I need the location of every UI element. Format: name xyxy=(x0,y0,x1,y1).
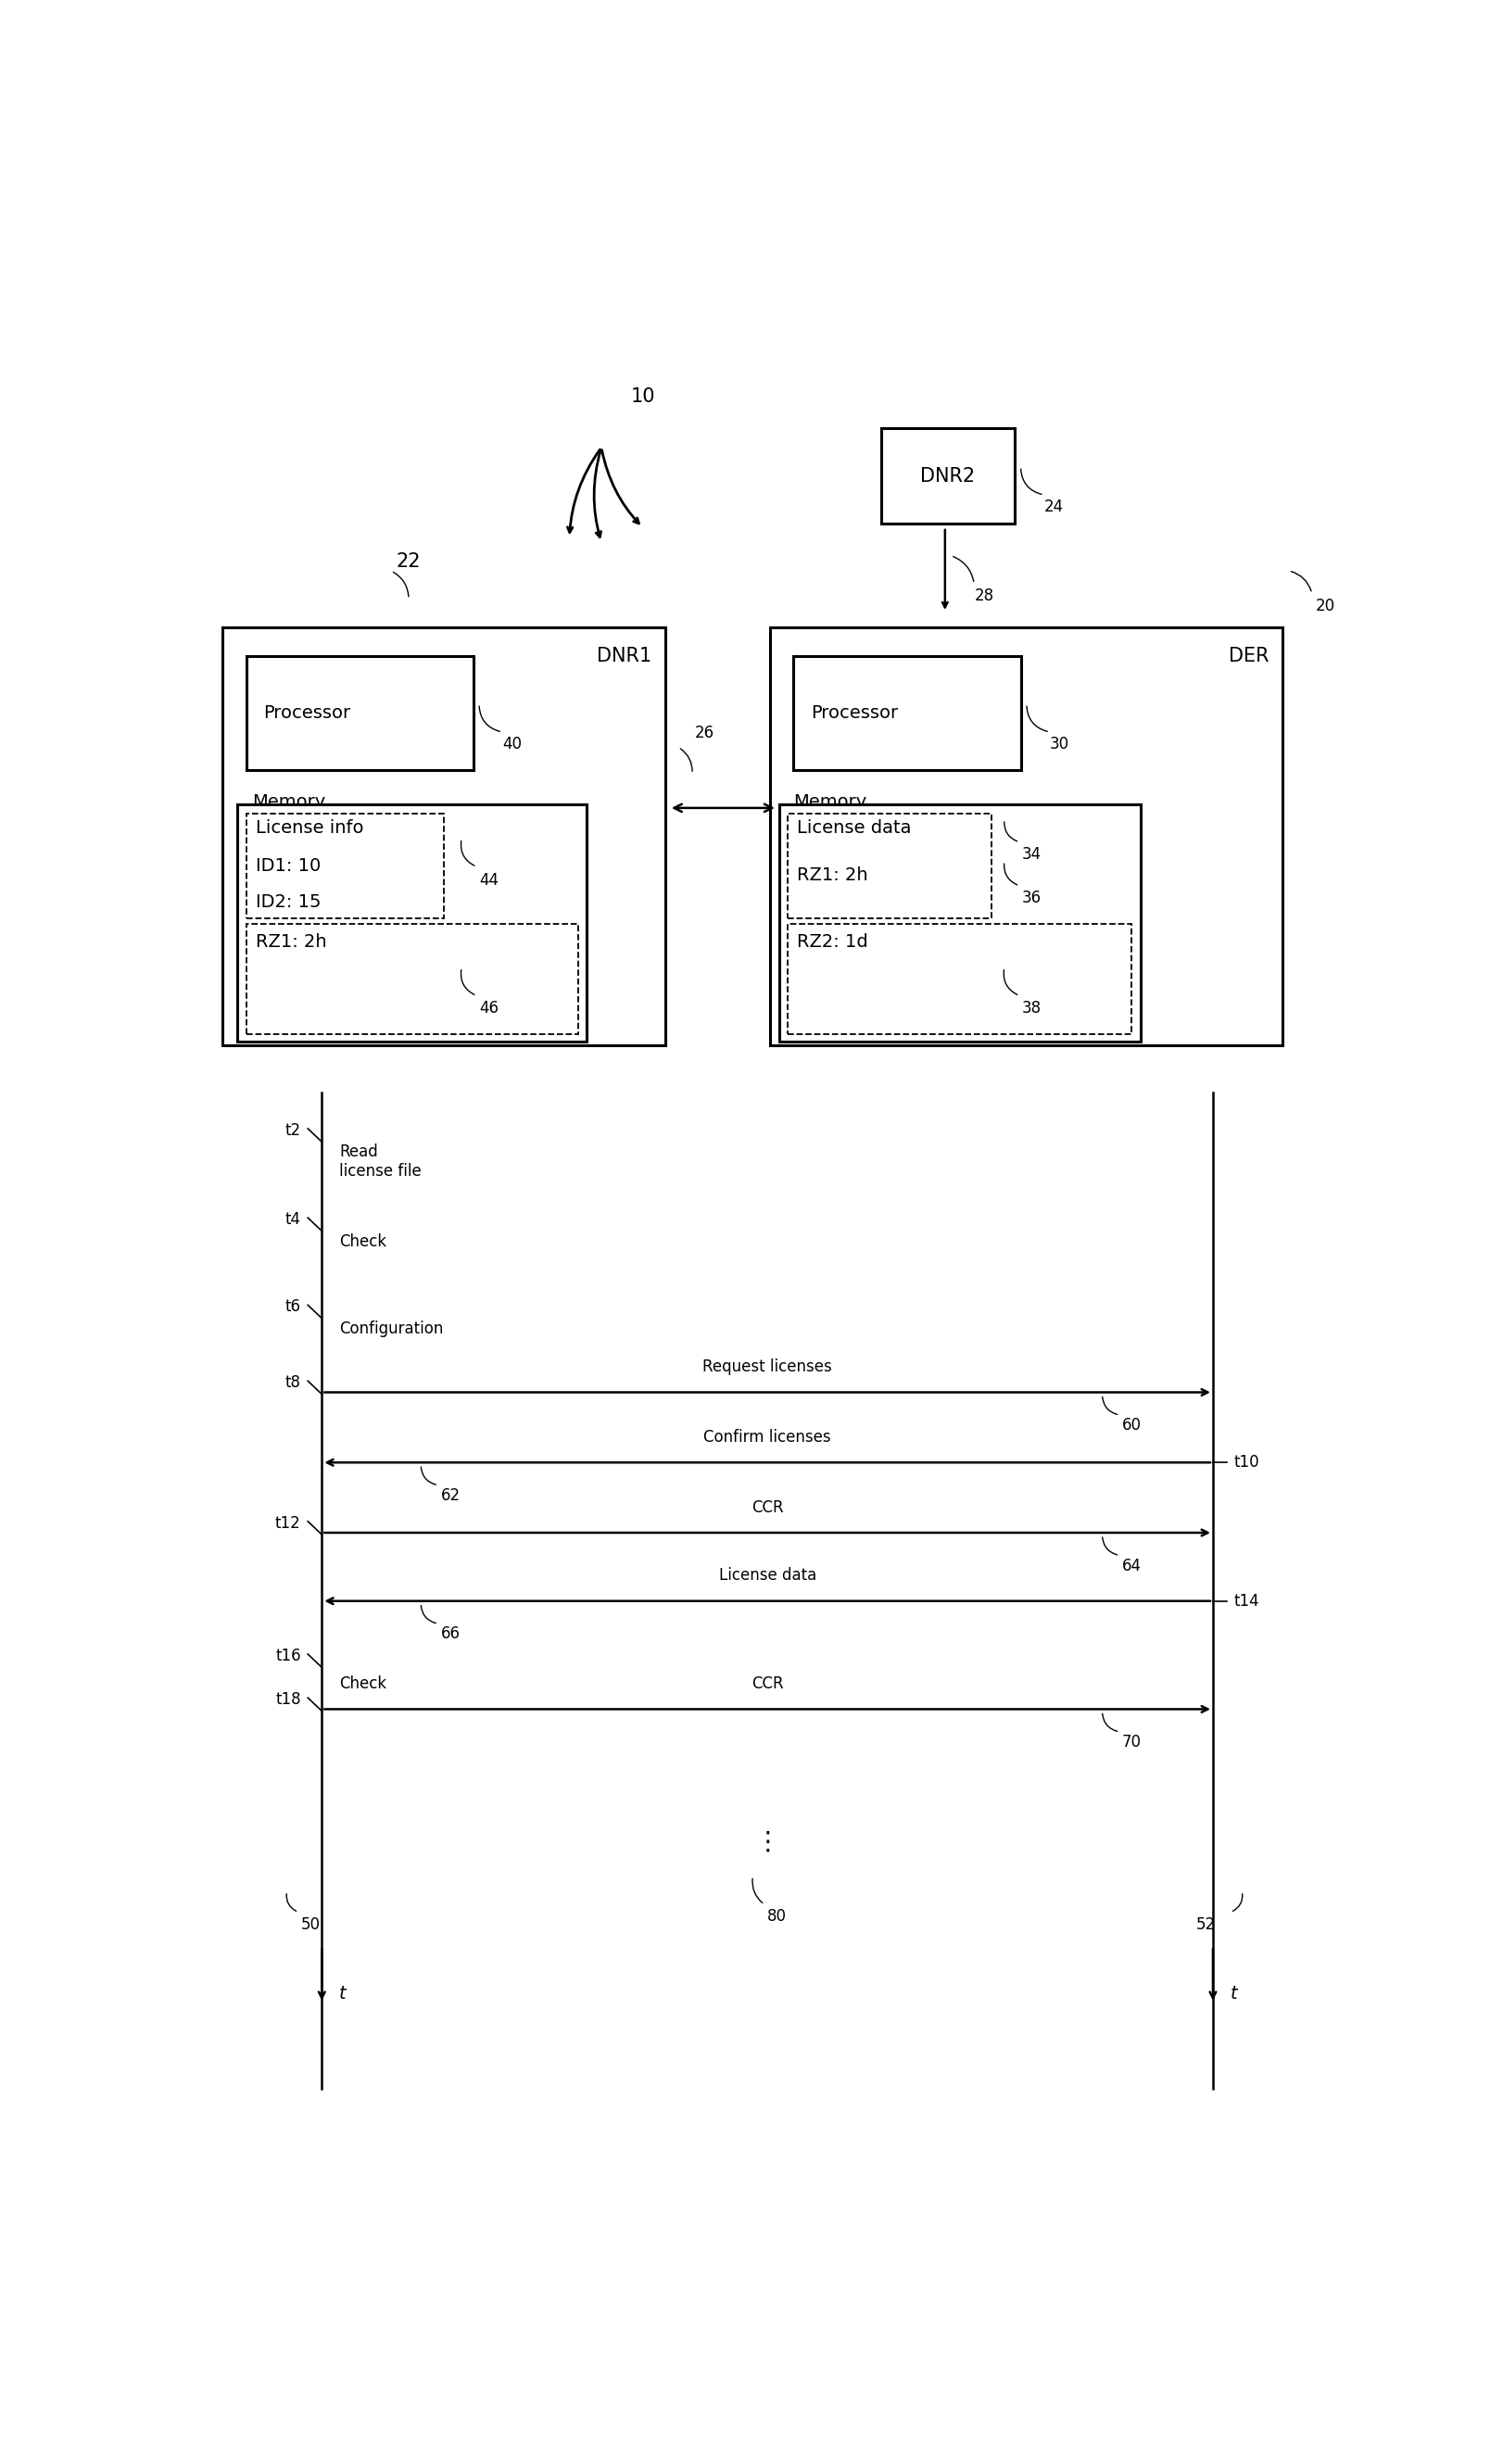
Text: t14: t14 xyxy=(1234,1592,1260,1609)
Text: 34: 34 xyxy=(1022,845,1042,862)
Text: 62: 62 xyxy=(440,1488,460,1503)
Text: Configuration: Configuration xyxy=(340,1321,443,1338)
Bar xyxy=(788,813,992,919)
Text: 50: 50 xyxy=(301,1917,320,1932)
Text: t: t xyxy=(340,1986,346,2003)
Text: License data: License data xyxy=(718,1567,816,1584)
Text: t6: t6 xyxy=(286,1299,301,1316)
Text: t: t xyxy=(1231,1986,1237,2003)
Text: t18: t18 xyxy=(275,1690,301,1708)
Text: 32: 32 xyxy=(1073,850,1093,867)
Text: Request licenses: Request licenses xyxy=(702,1358,833,1375)
Bar xyxy=(770,628,1284,1045)
Text: 10: 10 xyxy=(631,387,655,407)
Bar xyxy=(246,655,473,769)
Text: t8: t8 xyxy=(286,1375,301,1392)
Bar xyxy=(794,655,1021,769)
Text: 80: 80 xyxy=(767,1907,786,1924)
Text: Read
license file: Read license file xyxy=(340,1143,421,1180)
Bar xyxy=(237,803,586,1042)
Text: 70: 70 xyxy=(1123,1735,1141,1749)
Text: t12: t12 xyxy=(275,1515,301,1533)
Bar xyxy=(222,628,666,1045)
Text: 20: 20 xyxy=(1315,596,1335,614)
Text: t10: t10 xyxy=(1234,1454,1260,1471)
Text: RZ1: 2h: RZ1: 2h xyxy=(256,934,326,951)
Text: ID2: 15: ID2: 15 xyxy=(256,894,320,912)
Text: Check: Check xyxy=(340,1676,386,1693)
Text: 42: 42 xyxy=(549,850,568,867)
Text: DER: DER xyxy=(1228,646,1269,665)
Text: DNR2: DNR2 xyxy=(920,466,975,485)
Text: 64: 64 xyxy=(1123,1557,1141,1574)
Text: CCR: CCR xyxy=(752,1676,783,1693)
Text: RZ1: 2h: RZ1: 2h xyxy=(797,867,869,885)
Text: t4: t4 xyxy=(286,1212,301,1227)
Text: Check: Check xyxy=(340,1232,386,1249)
Bar xyxy=(780,803,1141,1042)
Text: License data: License data xyxy=(797,821,911,838)
Text: 28: 28 xyxy=(974,589,993,604)
Bar xyxy=(246,924,579,1035)
Text: Memory: Memory xyxy=(253,793,325,811)
Text: 26: 26 xyxy=(694,724,714,742)
Text: Confirm licenses: Confirm licenses xyxy=(703,1429,831,1446)
Text: ID1: 10: ID1: 10 xyxy=(256,857,320,875)
Text: t16: t16 xyxy=(275,1648,301,1663)
Text: 22: 22 xyxy=(397,552,421,572)
Text: RZ2: 1d: RZ2: 1d xyxy=(797,934,869,951)
Text: License info: License info xyxy=(256,821,364,838)
Text: 60: 60 xyxy=(1123,1417,1141,1434)
Text: 36: 36 xyxy=(1022,890,1042,907)
Text: Processor: Processor xyxy=(263,705,350,722)
Text: DNR1: DNR1 xyxy=(597,646,651,665)
Text: 52: 52 xyxy=(1196,1917,1216,1932)
Text: 46: 46 xyxy=(479,1000,499,1015)
Text: 66: 66 xyxy=(440,1626,460,1643)
Text: 44: 44 xyxy=(479,872,499,890)
Text: Memory: Memory xyxy=(794,793,867,811)
Bar xyxy=(246,813,445,919)
Text: Processor: Processor xyxy=(812,705,899,722)
Text: 40: 40 xyxy=(502,737,522,752)
Text: 30: 30 xyxy=(1051,737,1070,752)
Text: 24: 24 xyxy=(1045,498,1064,515)
Text: CCR: CCR xyxy=(752,1498,783,1515)
Bar xyxy=(788,924,1132,1035)
Text: t2: t2 xyxy=(286,1121,301,1138)
Bar xyxy=(881,429,1015,522)
Text: ⋮: ⋮ xyxy=(755,1828,780,1855)
Text: 38: 38 xyxy=(1022,1000,1042,1015)
